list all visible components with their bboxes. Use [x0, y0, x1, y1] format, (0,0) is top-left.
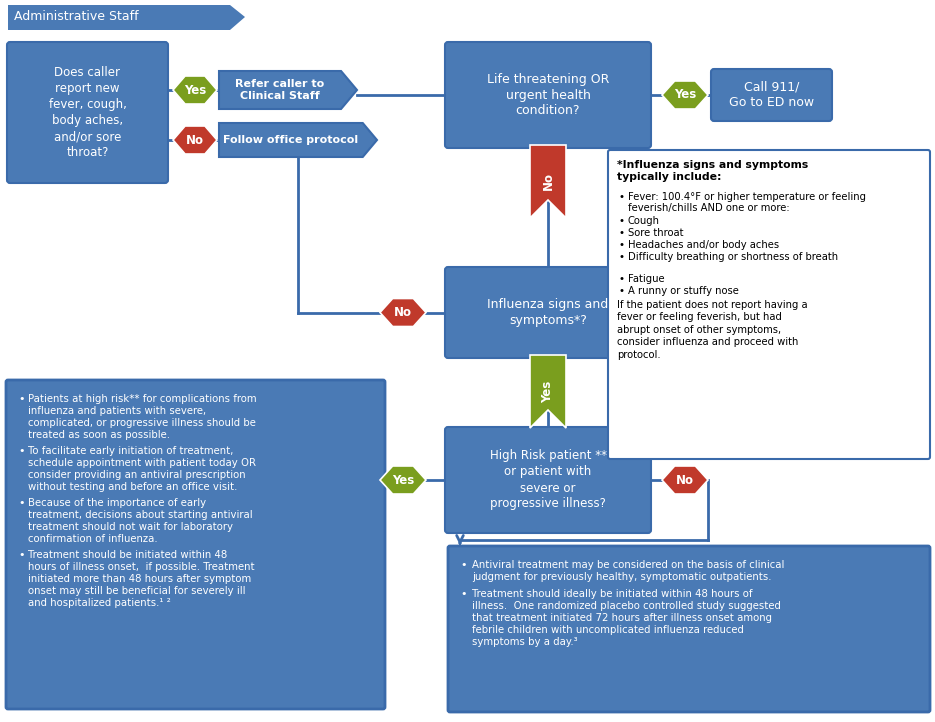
Text: •: •	[18, 550, 24, 560]
Text: Difficulty breathing or shortness of breath: Difficulty breathing or shortness of bre…	[628, 252, 838, 262]
Text: No: No	[186, 134, 204, 147]
Text: •: •	[618, 252, 624, 262]
Polygon shape	[662, 81, 708, 109]
Polygon shape	[173, 126, 217, 154]
Text: No: No	[394, 306, 412, 319]
Text: •: •	[618, 274, 624, 284]
FancyBboxPatch shape	[6, 380, 385, 709]
Polygon shape	[662, 466, 708, 494]
Text: •: •	[18, 446, 24, 456]
Text: •: •	[460, 560, 467, 570]
Polygon shape	[173, 76, 217, 104]
Text: High Risk patient **
or patient with
severe or
progressive illness?: High Risk patient ** or patient with sev…	[490, 450, 607, 510]
Text: A runny or stuffy nose: A runny or stuffy nose	[628, 286, 739, 296]
Text: •: •	[618, 286, 624, 296]
Text: To facilitate early initiation of treatment,
schedule appointment with patient t: To facilitate early initiation of treatm…	[28, 446, 256, 492]
Text: Because of the importance of early
treatment, decisions about starting antiviral: Because of the importance of early treat…	[28, 498, 252, 544]
Text: feverish/chills AND one or more:: feverish/chills AND one or more:	[628, 203, 790, 213]
Text: Yes: Yes	[674, 89, 697, 102]
Polygon shape	[380, 298, 426, 326]
Text: •: •	[18, 394, 24, 404]
Text: •: •	[460, 589, 467, 599]
Text: Yes: Yes	[392, 474, 414, 487]
Text: Antiviral treatment may be considered on the basis of clinical
judgment for prev: Antiviral treatment may be considered on…	[472, 560, 784, 582]
Text: •: •	[18, 498, 24, 508]
Text: Influenza signs and
symptoms*?: Influenza signs and symptoms*?	[487, 298, 609, 327]
Text: Follow office protocol: Follow office protocol	[223, 135, 358, 145]
Text: •: •	[618, 216, 624, 226]
Text: Yes: Yes	[541, 380, 554, 403]
FancyBboxPatch shape	[448, 546, 930, 712]
Text: Treatment should be initiated within 48
hours of illness onset,  if possible. Tr: Treatment should be initiated within 48 …	[28, 550, 254, 608]
Text: Treatment should ideally be initiated within 48 hours of
illness.  One randomize: Treatment should ideally be initiated wi…	[472, 589, 781, 647]
Polygon shape	[530, 355, 566, 428]
FancyBboxPatch shape	[445, 267, 651, 358]
FancyBboxPatch shape	[608, 150, 930, 459]
Text: Yes: Yes	[184, 84, 206, 97]
Text: *Influenza signs and symptoms
typically include:: *Influenza signs and symptoms typically …	[617, 160, 808, 183]
Text: No: No	[541, 173, 554, 191]
FancyBboxPatch shape	[711, 69, 832, 121]
Text: •: •	[618, 192, 624, 202]
Text: Does caller
report new
fever, cough,
body aches,
and/or sore
throat?: Does caller report new fever, cough, bod…	[49, 66, 126, 159]
Text: •: •	[618, 228, 624, 238]
Text: Cough: Cough	[628, 216, 660, 226]
FancyBboxPatch shape	[445, 42, 651, 148]
Polygon shape	[219, 123, 377, 157]
Text: Life threatening OR
urgent health
condition?: Life threatening OR urgent health condit…	[487, 72, 610, 118]
Text: Headaches and/or body aches: Headaches and/or body aches	[628, 240, 779, 250]
FancyBboxPatch shape	[445, 427, 651, 533]
Text: No: No	[676, 474, 694, 487]
FancyBboxPatch shape	[7, 42, 168, 183]
Text: Call 911/
Go to ED now: Call 911/ Go to ED now	[729, 80, 814, 110]
Text: Patients at high risk** for complications from
influenza and patients with sever: Patients at high risk** for complication…	[28, 394, 256, 440]
Polygon shape	[380, 466, 426, 494]
Text: Administrative Staff: Administrative Staff	[14, 11, 138, 24]
Text: Refer caller to
Clinical Staff: Refer caller to Clinical Staff	[236, 79, 324, 101]
Text: •: •	[618, 240, 624, 250]
Text: If the patient does not report having a
fever or feeling feverish, but had
abrup: If the patient does not report having a …	[617, 300, 808, 360]
Polygon shape	[219, 71, 357, 109]
Polygon shape	[8, 5, 245, 30]
Text: Fatigue: Fatigue	[628, 274, 665, 284]
Text: Sore throat: Sore throat	[628, 228, 683, 238]
Polygon shape	[530, 145, 566, 218]
Text: Fever: 100.4°F or higher temperature or feeling: Fever: 100.4°F or higher temperature or …	[628, 192, 866, 202]
